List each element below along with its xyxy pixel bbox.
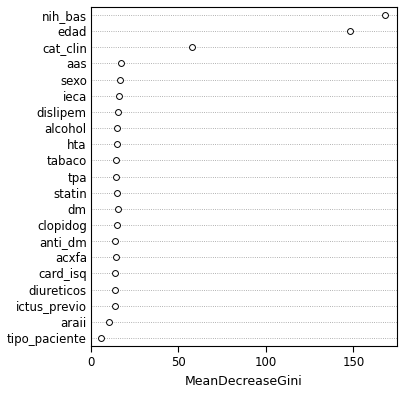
Point [112,238,119,244]
Point [114,222,120,228]
Point [106,319,113,325]
Point [347,28,353,34]
Point [115,206,121,212]
Point [112,303,118,309]
Point [113,254,120,260]
Point [113,157,120,164]
Point [118,60,124,67]
Point [116,92,122,99]
Point [113,173,120,180]
Point [382,12,388,18]
Point [97,335,104,341]
Point [115,109,121,115]
Point [114,190,120,196]
Point [112,270,118,276]
X-axis label: MeanDecreaseGini: MeanDecreaseGini [185,375,303,388]
Point [189,44,196,51]
Point [114,141,120,147]
Point [112,286,119,293]
Point [114,125,120,131]
Point [117,77,123,83]
